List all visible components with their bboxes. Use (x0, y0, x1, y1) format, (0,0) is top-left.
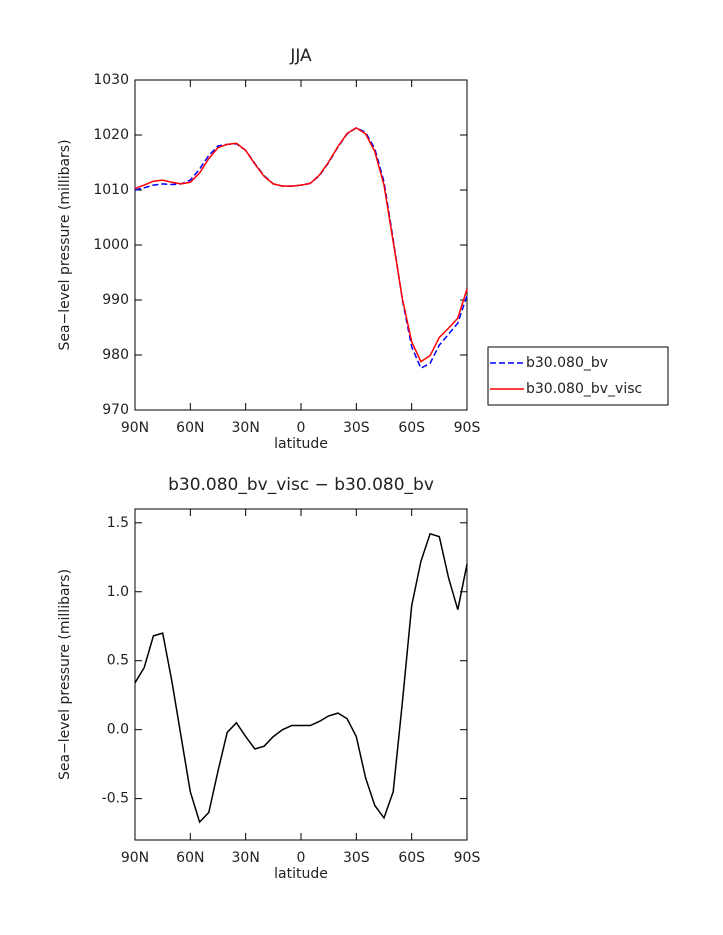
legend-label: b30.080_bv (526, 355, 608, 371)
plot-frame (134, 79, 468, 411)
y-axis-label: Sea−level pressure (millibars) (57, 139, 73, 350)
x-axis-label: latitude (274, 866, 328, 882)
x-tick-label: 90S (454, 420, 481, 436)
chart-title: b30.080_bv_visc − b30.080_bv (168, 475, 434, 495)
y-tick-label: 0.5 (107, 653, 129, 669)
y-tick-label: 1020 (93, 127, 129, 143)
data-line (134, 127, 468, 363)
x-tick-label: 30N (232, 420, 260, 436)
y-tick-label: 0.0 (107, 722, 129, 738)
data-line (134, 532, 468, 824)
x-tick-label: 0 (297, 850, 306, 866)
x-tick-label: 90S (454, 850, 481, 866)
x-tick-label: 60N (176, 850, 204, 866)
y-tick-label: 970 (102, 402, 129, 418)
x-tick-label: 0 (297, 420, 306, 436)
y-tick-label: 980 (102, 347, 129, 363)
chart-title: JJA (289, 46, 312, 66)
data-line (134, 127, 468, 370)
x-tick-label: 90N (121, 420, 149, 436)
legend-label: b30.080_bv_visc (526, 381, 642, 397)
x-tick-label: 60N (176, 420, 204, 436)
x-tick-label: 30S (343, 850, 370, 866)
y-axis-label: Sea−level pressure (millibars) (57, 569, 73, 780)
legend-box (487, 346, 669, 406)
y-tick-label: 1.5 (107, 515, 129, 531)
x-tick-label: 90N (121, 850, 149, 866)
x-tick-label: 60S (398, 420, 425, 436)
x-tick-label: 30N (232, 850, 260, 866)
x-tick-label: 30S (343, 420, 370, 436)
x-axis-label: latitude (274, 436, 328, 452)
y-tick-label: 1010 (93, 182, 129, 198)
y-tick-label: 1.0 (107, 584, 129, 600)
plot-frame (134, 508, 468, 841)
y-tick-label: 1030 (93, 72, 129, 88)
y-tick-label: -0.5 (102, 791, 129, 807)
y-tick-label: 990 (102, 292, 129, 308)
y-tick-label: 1000 (93, 237, 129, 253)
x-tick-label: 60S (398, 850, 425, 866)
